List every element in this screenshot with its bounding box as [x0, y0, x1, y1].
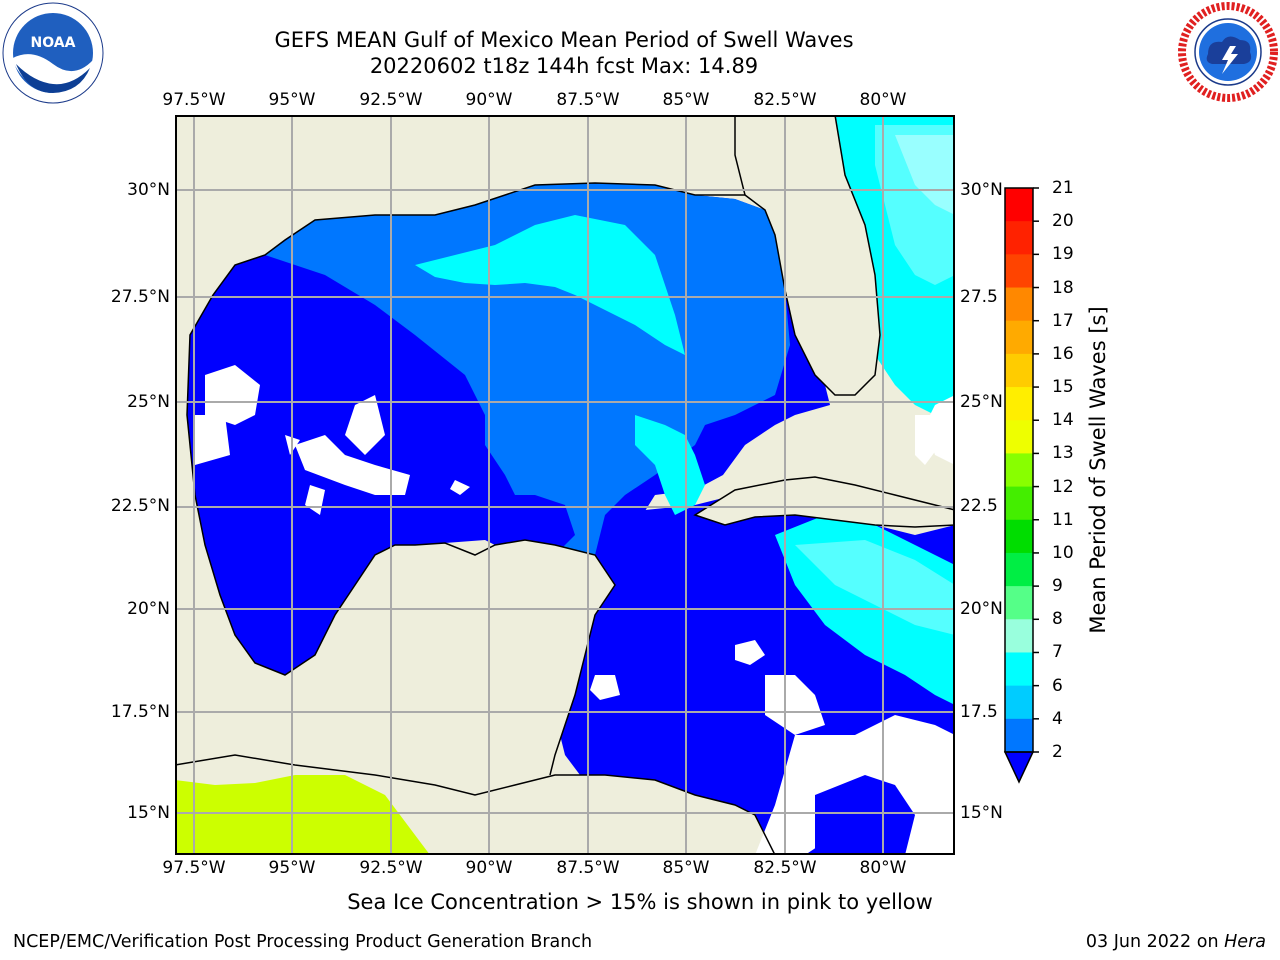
- lat-tick-right: 30°N: [960, 180, 1003, 200]
- footer-date: 03 Jun 2022 on: [1085, 932, 1219, 952]
- lon-tick-top: 87.5°W: [556, 90, 620, 110]
- colorbar-segment: [1005, 652, 1033, 687]
- lon-tick-top: 97.5°W: [162, 90, 226, 110]
- lat-tick-left: 20°N: [127, 599, 170, 619]
- lat-tick-right: 20°N: [960, 599, 1003, 619]
- lon-tick-bottom: 85°W: [662, 858, 710, 878]
- colorbar-tick-label: 11: [1052, 509, 1074, 530]
- sea-ice-region: [175, 775, 430, 855]
- lon-tick-bottom: 95°W: [268, 858, 316, 878]
- colorbar-tick-label: 14: [1052, 410, 1074, 431]
- sea-ice-note: Sea Ice Concentration > 15% is shown in …: [0, 890, 1280, 914]
- chart-title: GEFS MEAN Gulf of Mexico Mean Period of …: [274, 28, 854, 52]
- lon-tick-top: 85°W: [662, 90, 710, 110]
- colorbar-tick-label: 9: [1052, 576, 1063, 597]
- lat-tick-left: 17.5°N: [110, 702, 170, 722]
- lat-tick-left: 30°N: [127, 180, 170, 200]
- colorbar-segment: [1005, 188, 1033, 222]
- lon-tick-top: 90°W: [465, 90, 513, 110]
- lon-tick-top: 80°W: [859, 90, 907, 110]
- lon-tick-bottom: 90°W: [465, 858, 513, 878]
- lat-tick-right: 17.5: [960, 702, 998, 722]
- footer-left: NCEP/EMC/Verification Post Processing Pr…: [13, 932, 593, 952]
- noaa-logo-icon: NOAA: [2, 2, 104, 104]
- lat-tick-right: 22.5: [960, 496, 998, 516]
- colorbar-segment: [1005, 685, 1033, 720]
- colorbar-segment: [1005, 552, 1033, 587]
- lat-tick-left: 22.5°N: [110, 496, 170, 516]
- colorbar-segment: [1005, 353, 1033, 388]
- lon-tick-top: 92.5°W: [359, 90, 423, 110]
- colorbar-segment: [1005, 320, 1033, 355]
- noaa-logo-text: NOAA: [31, 35, 76, 51]
- colorbar-segment: [1005, 420, 1033, 454]
- colorbar-tick-label: 8: [1052, 609, 1063, 630]
- lat-tick-right: 15°N: [960, 803, 1003, 823]
- sea-ice-note-text: Sea Ice Concentration > 15% is shown in …: [347, 890, 933, 914]
- lat-tick-left: 27.5°N: [110, 287, 170, 307]
- colorbar-segment: [1005, 453, 1033, 488]
- colorbar-tick-label: 19: [1052, 244, 1074, 265]
- colorbar-tick-label: 16: [1052, 343, 1074, 364]
- colorbar-segment: [1005, 287, 1033, 322]
- colorbar-tick-label: 17: [1052, 310, 1074, 331]
- colorbar-segment: [1005, 387, 1033, 421]
- footer-host: Hera: [1224, 932, 1266, 952]
- colorbar-tick-label: 12: [1052, 476, 1074, 497]
- lon-tick-bottom: 87.5°W: [556, 858, 620, 878]
- swell-6-8-zone: [415, 215, 685, 355]
- colorbar-label: Mean Period of Swell Waves [s]: [1086, 306, 1110, 634]
- colorbar-tick-label: 6: [1052, 675, 1063, 696]
- lat-tick-left: 15°N: [127, 803, 170, 823]
- colorbar-tick-label: 10: [1052, 542, 1074, 563]
- gridlines: [175, 115, 955, 855]
- colorbar-tick-label: 20: [1052, 211, 1074, 232]
- colorbar: [1003, 187, 1039, 784]
- colorbar-segment: [1005, 486, 1033, 521]
- footer-right: 03 Jun 2022 on Hera: [1086, 932, 1266, 952]
- cuba: [693, 476, 955, 528]
- colorbar-extend-arrow: [1003, 751, 1035, 784]
- colorbar-tick-label: 15: [1052, 377, 1074, 398]
- us-gulf-coast: [175, 115, 745, 335]
- florida: [735, 115, 880, 395]
- lon-tick-top: 82.5°W: [753, 90, 817, 110]
- coastlines: [175, 115, 881, 855]
- chart-subtitle: 20220602 t18z 144h fcst Max: 14.89: [369, 54, 759, 78]
- colorbar-segment: [1005, 586, 1033, 620]
- colorbar-segment: [1005, 221, 1033, 255]
- lat-tick-right: 25°N: [960, 392, 1003, 412]
- lon-tick-bottom: 80°W: [859, 858, 907, 878]
- lon-tick-top: 95°W: [268, 90, 316, 110]
- lon-tick-bottom: 92.5°W: [359, 858, 423, 878]
- colorbar-segment: [1005, 619, 1033, 653]
- lat-tick-left: 25°N: [127, 392, 170, 412]
- yucatan-peninsula: [475, 540, 615, 775]
- lon-tick-bottom: 97.5°W: [162, 858, 226, 878]
- colorbar-tick-label: 21: [1052, 178, 1074, 198]
- colorbar-segment: [1005, 519, 1033, 554]
- colorbar-tick-label: 13: [1052, 443, 1074, 464]
- nws-logo-icon: [1178, 2, 1278, 102]
- gulf-of-mexico-map: [175, 115, 955, 855]
- colorbar-tick-label: 18: [1052, 277, 1074, 298]
- colorbar-tick-label: 4: [1052, 708, 1063, 729]
- colorbar-segment: [1005, 718, 1033, 753]
- colorbar-segment: [1005, 254, 1033, 289]
- colorbar-tick-label: 7: [1052, 642, 1063, 663]
- mexico-coast: [175, 335, 475, 775]
- lon-tick-bottom: 82.5°W: [753, 858, 817, 878]
- lat-tick-right: 27.5: [960, 287, 998, 307]
- colorbar-tick-label: 2: [1052, 742, 1063, 762]
